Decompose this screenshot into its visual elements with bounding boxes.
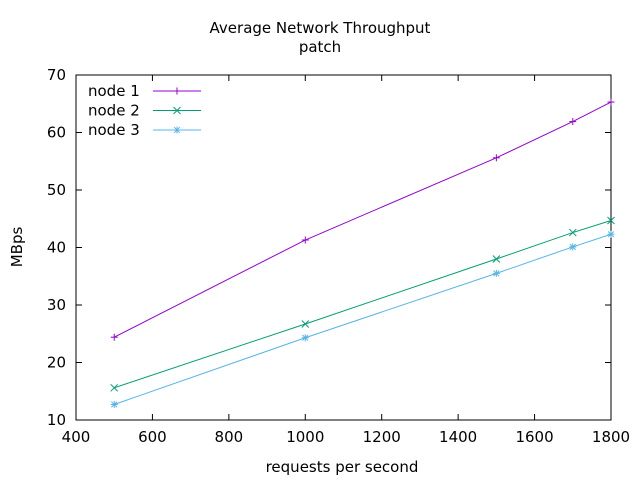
x-tick-label: 1200	[363, 428, 401, 446]
series-2	[110, 216, 615, 392]
x-tick-label: 1600	[515, 428, 553, 446]
data-point-marker	[492, 255, 501, 263]
y-tick-label: 60	[47, 124, 66, 142]
legend-label: node 2	[88, 102, 140, 120]
x-tick-label: 1000	[286, 428, 324, 446]
x-tick-label: 800	[215, 428, 244, 446]
y-tick-label: 20	[47, 354, 66, 372]
legend-label: node 3	[88, 121, 140, 139]
y-tick-label: 10	[47, 411, 66, 429]
series-layer	[110, 98, 615, 408]
data-point-marker	[607, 216, 615, 225]
data-point-marker	[607, 231, 615, 238]
y-tick-label: 40	[47, 239, 66, 257]
data-point-marker	[110, 383, 119, 392]
y-tick-label: 70	[47, 66, 66, 84]
x-tick-label: 400	[62, 428, 91, 446]
data-point-marker	[568, 228, 577, 237]
x-axis-label: requests per second	[266, 458, 419, 476]
y-axis-label: MBps	[8, 227, 26, 268]
legend-label: node 1	[88, 82, 140, 100]
data-point-marker	[173, 126, 181, 134]
series-1	[110, 98, 615, 341]
data-point-marker	[493, 270, 500, 277]
series-line	[113, 101, 612, 338]
series-line	[114, 219, 612, 389]
data-point-marker	[302, 334, 309, 341]
x-tick-label: 1400	[439, 428, 477, 446]
chart-title: Average Network Throughput	[209, 19, 431, 37]
data-point-marker	[569, 243, 576, 251]
y-tick-label: 50	[47, 181, 66, 199]
y-tick-label: 30	[47, 296, 66, 314]
x-tick-label: 1800	[592, 428, 630, 446]
plot-axes: 400 600 800 1000 1200 1400 1600 1800 10 20 30 40 50 6…	[47, 66, 630, 446]
chart-subtitle: patch	[298, 38, 342, 56]
series-line	[114, 233, 612, 405]
x-tick-label: 600	[138, 428, 167, 446]
series-3	[110, 230, 615, 408]
data-point-marker	[301, 320, 310, 328]
data-point-marker	[111, 401, 118, 408]
data-point-marker	[173, 106, 181, 115]
